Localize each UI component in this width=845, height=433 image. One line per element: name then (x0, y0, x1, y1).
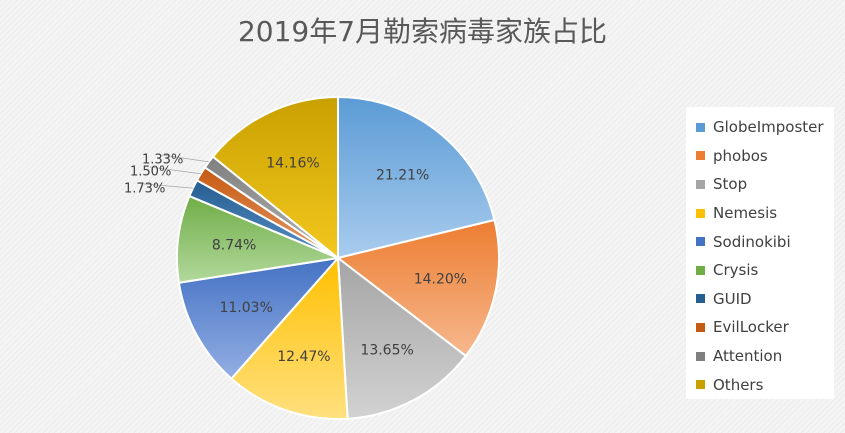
pie-slice-crysis (176, 194, 342, 284)
legend-item-attention: Attention (686, 342, 834, 371)
legend-label: phobos (713, 146, 768, 165)
pie-slice-stop (336, 255, 468, 420)
legend-label: Sodinokibi (713, 232, 791, 251)
legend-item-crysis: Crysis (686, 256, 834, 285)
legend-label: GUID (713, 289, 752, 308)
legend-item-phobos: phobos (686, 142, 834, 171)
pie-slice-nemesis (229, 255, 349, 420)
pie-slice-globeimposter (337, 95, 496, 260)
legend-swatch (696, 351, 705, 361)
legend-item-guid: GUID (686, 285, 834, 314)
legend-label: Stop (713, 175, 748, 194)
legend-swatch (696, 151, 705, 161)
chart-title: 2019年7月勒索病毒家族占比 (237, 15, 608, 48)
legend-swatch (696, 265, 705, 275)
leader-line-attention (161, 154, 209, 163)
legend-swatch (696, 294, 705, 304)
legend-swatch (696, 179, 705, 189)
legend-label: Nemesis (713, 204, 778, 223)
legend-swatch (696, 322, 705, 332)
leader-line-guid (143, 183, 194, 189)
data-label-globeimposter: 21.21% (376, 168, 429, 184)
legend-item-nemesis: Nemesis (686, 199, 834, 228)
data-label-attention: 1.33% (142, 153, 183, 168)
data-label-evillocker: 1.50% (130, 165, 171, 180)
leader-line-evillocker (149, 166, 201, 175)
legend-swatch (696, 237, 705, 247)
data-label-others: 14.16% (266, 156, 319, 172)
legend-label: GlobeImposter (713, 118, 824, 137)
legend-item-evillocker: EvilLocker (686, 313, 834, 342)
data-label-phobos: 14.20% (414, 272, 467, 288)
legend-swatch (696, 208, 705, 218)
legend-swatch (696, 122, 705, 132)
pie-slice-others (211, 95, 339, 261)
legend-label: Attention (713, 347, 783, 366)
legend-item-stop: Stop (686, 170, 834, 199)
chart-legend: GlobeImposter phobos Stop Nemesis Sodinokibi… (686, 107, 834, 399)
legend-label: EvilLocker (713, 318, 789, 337)
pie-slice-phobos (335, 218, 500, 358)
legend-label: Others (713, 375, 764, 394)
legend-swatch (696, 380, 705, 390)
data-label-sodinokibi: 11.03% (219, 300, 272, 316)
data-label-guid: 1.73% (124, 182, 165, 197)
pie-slice-sodinokibi (177, 256, 341, 381)
legend-label: Crysis (713, 261, 759, 280)
legend-item-sodinokibi: Sodinokibi (686, 227, 834, 256)
legend-item-globeimposter: GlobeImposter (686, 113, 834, 142)
data-label-crysis: 8.74% (212, 237, 256, 253)
data-label-nemesis: 12.47% (277, 349, 330, 365)
legend-item-others: Others (686, 370, 834, 399)
data-label-stop: 13.65% (360, 342, 413, 358)
